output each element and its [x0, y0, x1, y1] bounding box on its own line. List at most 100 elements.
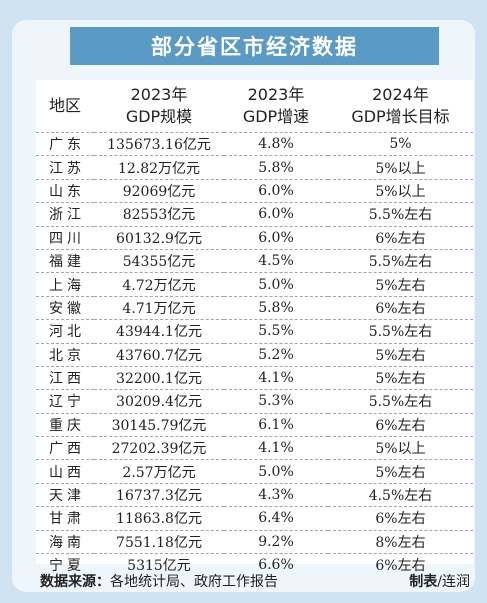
cell-region: 广东: [36, 132, 94, 157]
table-row: 重庆 30145.79亿元 6.1% 6%左右: [36, 413, 473, 438]
cell-region: 北京: [36, 343, 94, 367]
data-source-label: 数据来源：: [40, 574, 110, 590]
credit-label: 制表: [409, 574, 438, 590]
table-row: 广西 27202.39亿元 4.1% 5%以上: [36, 436, 473, 461]
cell-growth: 6.0%: [224, 226, 328, 250]
table-credit: 制表/连润: [409, 571, 470, 591]
table-header-row: 地区 2023年 GDP规模 2023年 GDP增速 2024年 GDP增长目标: [36, 80, 473, 133]
cell-growth: 6.0%: [224, 179, 328, 204]
cell-region: 宁夏: [49, 558, 85, 575]
cell-target: 5%以上: [328, 179, 473, 204]
cell-target: 5.5%左右: [328, 389, 473, 414]
cell-growth: 5.5%: [224, 319, 328, 344]
cell-target: 6%左右: [328, 506, 473, 531]
cell-growth: 4.3%: [224, 483, 328, 508]
cell-growth: 6.1%: [224, 413, 328, 438]
cell-target: 6%左右: [328, 226, 473, 250]
cell-region: 海南: [36, 530, 94, 555]
cell-region: 天津: [36, 483, 94, 508]
table-row: 上海 4.72万亿元 5.0% 5%左右: [36, 272, 473, 297]
cell-growth: 4.5%: [224, 249, 328, 274]
cell-gdp: 82553亿元: [94, 202, 224, 227]
cell-growth: 5.8%: [224, 296, 328, 321]
cell-region: 辽宁: [36, 389, 94, 414]
header-region: 地区: [36, 80, 94, 133]
cell-target: 5.5%左右: [328, 202, 473, 227]
data-source-text: 各地统计局、政府工作报告: [110, 574, 278, 590]
cell-target: 5%左右: [328, 366, 473, 391]
cell-gdp: 4.72万亿元: [94, 272, 224, 297]
table-row: 天津 16737.3亿元 4.3% 4.5%左右: [36, 483, 473, 508]
credit-text: /连润: [437, 574, 470, 590]
cell-target: 4.5%左右: [328, 483, 473, 508]
data-table-container: 地区 2023年 GDP规模 2023年 GDP增速 2024年 GDP增长目标: [36, 80, 473, 574]
cell-region: 四川: [36, 226, 94, 250]
cell-target: 5%以上: [328, 436, 473, 461]
cell-region: 甘肃: [36, 506, 94, 531]
cell-gdp: 27202.39亿元: [94, 436, 224, 461]
cell-growth: 5.0%: [224, 459, 328, 484]
cell-growth: 6.0%: [224, 202, 328, 227]
header-gdp-line2: GDP规模: [125, 107, 193, 126]
table-row: 宁夏 5315亿元 6.6% 6%左右: [36, 554, 473, 577]
cell-target: 8%左右: [328, 530, 473, 555]
cell-gdp: 43760.7亿元: [94, 343, 224, 367]
table-row: 江西 32200.1亿元 4.1% 5%左右: [36, 366, 473, 391]
cell-gdp: 92069亿元: [94, 179, 224, 204]
cell-target: 5%左右: [328, 459, 473, 484]
cell-target: 5%: [328, 132, 473, 157]
header-growth: 2023年 GDP增速: [224, 80, 328, 133]
cell-gdp: 30209.4亿元: [94, 389, 224, 414]
cell-target: 5%以上: [328, 155, 473, 180]
table-row: 安徽 4.71万亿元 5.8% 6%左右: [36, 296, 473, 321]
cell-growth: 9.2%: [224, 530, 328, 555]
cell-region: 河北: [36, 319, 94, 344]
cell-region: 上海: [36, 272, 94, 297]
header-gdp: 2023年 GDP规模: [94, 80, 224, 133]
cell-region: 福建: [36, 249, 94, 274]
cell-gdp: 43944.1亿元: [94, 319, 224, 344]
cell-growth: 6.6%: [258, 557, 294, 574]
table-row: 浙江 82553亿元 6.0% 5.5%左右: [36, 202, 473, 227]
cell-gdp: 7551.18亿元: [94, 530, 224, 555]
cell-region: 广西: [36, 436, 94, 461]
table-row: 甘肃 11863.8亿元 6.4% 6%左右: [36, 506, 473, 531]
table-row: 辽宁 30209.4亿元 5.3% 5.5%左右: [36, 389, 473, 414]
header-growth-line2: GDP增速: [242, 107, 310, 126]
gdp-table: 地区 2023年 GDP规模 2023年 GDP增速 2024年 GDP增长目标: [36, 80, 473, 576]
cell-gdp: 4.71万亿元: [94, 296, 224, 321]
cell-region: 安徽: [36, 296, 94, 321]
cell-region: 重庆: [36, 413, 94, 438]
cell-growth: 5.3%: [224, 389, 328, 414]
table-row: 山东 92069亿元 6.0% 5%以上: [36, 179, 473, 204]
cell-growth: 4.1%: [224, 436, 328, 461]
cell-gdp: 16737.3亿元: [94, 483, 224, 508]
table-row: 北京 43760.7亿元 5.2% 5%左右: [36, 343, 473, 367]
header-target-line1: 2024年: [372, 85, 429, 104]
cell-gdp: 12.82万亿元: [94, 155, 224, 180]
cell-target: 6%左右: [375, 558, 426, 575]
cell-gdp: 30145.79亿元: [94, 413, 224, 438]
cell-growth: 5.8%: [224, 155, 328, 180]
cell-gdp: 135673.16亿元: [94, 132, 224, 157]
cell-gdp: 32200.1亿元: [94, 366, 224, 391]
cell-region: 浙江: [36, 202, 94, 227]
table-row: 四川 60132.9亿元 6.0% 6%左右: [36, 226, 473, 250]
table-row: 福建 54355亿元 4.5% 5.5%左右: [36, 249, 473, 274]
cell-growth: 6.4%: [224, 506, 328, 531]
cell-region: 山西: [36, 459, 94, 484]
cell-region: 江苏: [36, 155, 94, 180]
table-row: 江苏 12.82万亿元 5.8% 5%以上: [36, 155, 473, 180]
data-source: 数据来源：各地统计局、政府工作报告: [40, 571, 278, 591]
cell-target: 6%左右: [328, 296, 473, 321]
page-title: 部分省区市经济数据: [70, 27, 439, 65]
cell-gdp: 11863.8亿元: [94, 506, 224, 531]
cell-growth: 4.8%: [224, 132, 328, 157]
cell-growth: 4.1%: [224, 366, 328, 391]
cell-growth: 5.0%: [224, 272, 328, 297]
cell-target: 5.5%左右: [328, 249, 473, 274]
cell-gdp: 60132.9亿元: [94, 226, 224, 250]
content-panel: 部分省区市经济数据 地区 2023年 GDP规模 2023年 GDP增速: [12, 20, 475, 592]
header-gdp-line1: 2023年: [130, 85, 188, 104]
